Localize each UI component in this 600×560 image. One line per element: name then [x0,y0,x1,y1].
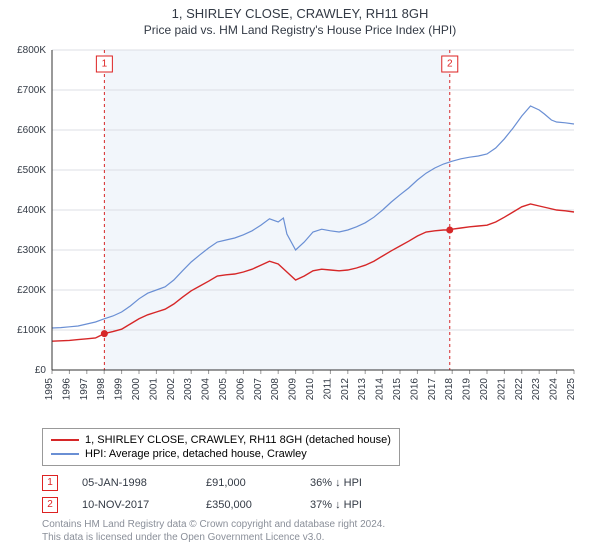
svg-text:2001: 2001 [148,378,159,401]
svg-text:£500K: £500K [17,165,46,176]
svg-text:2015: 2015 [392,378,403,401]
svg-text:£0: £0 [35,365,47,376]
svg-text:2014: 2014 [375,378,386,401]
svg-text:1999: 1999 [114,378,125,401]
svg-text:2006: 2006 [235,378,246,401]
transaction-date: 05-JAN-1998 [82,477,182,489]
svg-text:1998: 1998 [96,378,107,401]
svg-text:2025: 2025 [566,378,577,401]
transaction-marker-icon: 2 [42,497,58,513]
svg-text:£400K: £400K [17,205,46,216]
svg-text:2008: 2008 [270,378,281,401]
svg-text:£200K: £200K [17,285,46,296]
svg-text:2016: 2016 [409,378,420,401]
svg-text:2010: 2010 [305,378,316,401]
legend-box: 1, SHIRLEY CLOSE, CRAWLEY, RH11 8GH (det… [42,428,400,466]
transaction-price: £91,000 [206,477,286,489]
transaction-marker-icon: 1 [42,475,58,491]
chart-container: 1, SHIRLEY CLOSE, CRAWLEY, RH11 8GH Pric… [0,0,600,560]
transactions-table: 1 05-JAN-1998 £91,000 36% ↓ HPI 2 10-NOV… [42,472,390,516]
legend-label: 1, SHIRLEY CLOSE, CRAWLEY, RH11 8GH (det… [85,434,391,446]
svg-text:£800K: £800K [17,45,46,56]
svg-text:2000: 2000 [131,378,142,401]
svg-text:2024: 2024 [549,378,560,401]
svg-text:2005: 2005 [218,378,229,401]
table-row: 1 05-JAN-1998 £91,000 36% ↓ HPI [42,472,390,494]
footer-line: This data is licensed under the Open Gov… [42,531,385,544]
line-chart-svg: £0 £100K £200K £300K £400K £500K £600K £700K £80… [0,42,600,422]
footer-line: Contains HM Land Registry data © Crown c… [42,518,385,531]
transaction-price: £350,000 [206,499,286,511]
legend-item: 1, SHIRLEY CLOSE, CRAWLEY, RH11 8GH (det… [51,433,391,447]
chart-subtitle: Price paid vs. HM Land Registry's House … [0,21,600,37]
svg-text:2017: 2017 [427,378,438,401]
legend-swatch [51,453,79,455]
footer-attribution: Contains HM Land Registry data © Crown c… [42,518,385,544]
legend-swatch [51,439,79,441]
svg-text:2018: 2018 [444,378,455,401]
transaction-diff: 36% ↓ HPI [310,477,390,489]
legend-label: HPI: Average price, detached house, Craw… [85,448,307,460]
svg-text:2003: 2003 [183,378,194,401]
svg-text:2: 2 [447,59,453,70]
svg-text:2021: 2021 [496,378,507,401]
svg-text:2020: 2020 [479,378,490,401]
svg-text:1997: 1997 [79,378,90,401]
svg-text:£700K: £700K [17,85,46,96]
transaction-date: 10-NOV-2017 [82,499,182,511]
svg-text:1996: 1996 [61,378,72,401]
svg-text:1995: 1995 [44,378,55,401]
transaction-diff: 37% ↓ HPI [310,499,390,511]
svg-text:2002: 2002 [166,378,177,401]
svg-text:£300K: £300K [17,245,46,256]
chart-plot: £0 £100K £200K £300K £400K £500K £600K £700K £80… [0,42,600,422]
svg-text:2007: 2007 [253,378,264,401]
svg-text:2012: 2012 [340,378,351,401]
svg-text:2019: 2019 [462,378,473,401]
svg-text:2013: 2013 [357,378,368,401]
svg-text:2023: 2023 [531,378,542,401]
chart-title: 1, SHIRLEY CLOSE, CRAWLEY, RH11 8GH [0,0,600,21]
svg-text:2022: 2022 [514,378,525,401]
table-row: 2 10-NOV-2017 £350,000 37% ↓ HPI [42,494,390,516]
svg-text:2011: 2011 [322,378,333,400]
svg-text:1: 1 [102,59,108,70]
svg-text:£100K: £100K [17,325,46,336]
svg-text:2009: 2009 [288,378,299,401]
legend-item: HPI: Average price, detached house, Craw… [51,447,391,461]
svg-text:2004: 2004 [201,378,212,401]
svg-text:£600K: £600K [17,125,46,136]
